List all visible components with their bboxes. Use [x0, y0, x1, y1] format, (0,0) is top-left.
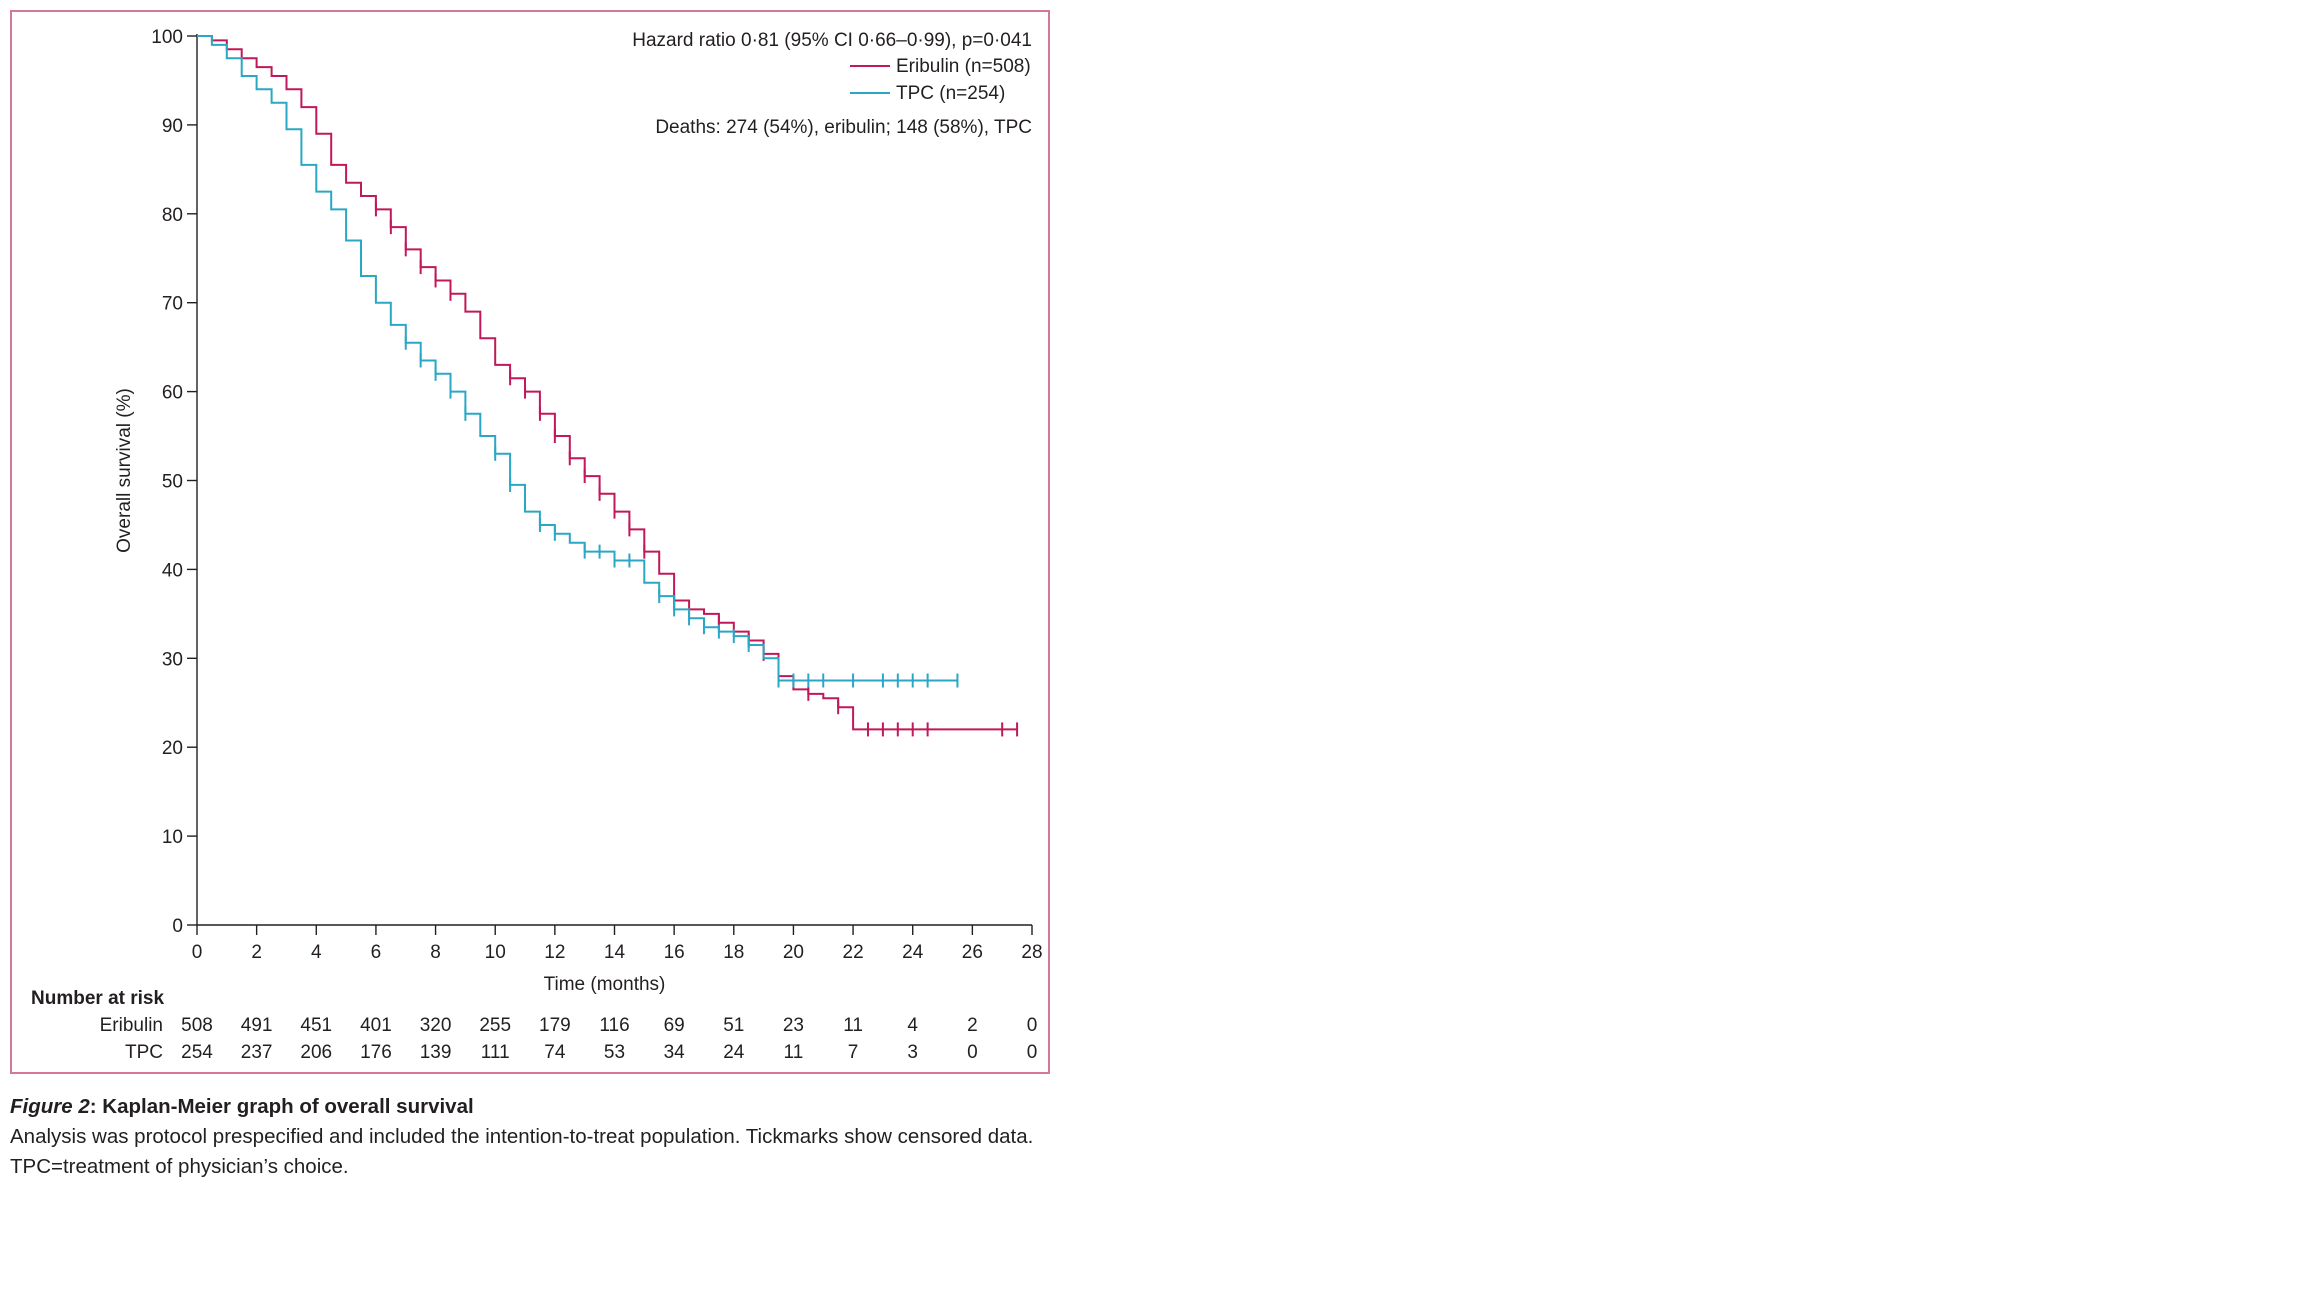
- risk-value-tpc: 206: [300, 1042, 332, 1063]
- risk-value-eribulin: 69: [664, 1015, 685, 1036]
- y-tick-label: 10: [162, 827, 183, 848]
- y-tick-label: 80: [162, 205, 183, 226]
- y-tick-label: 100: [151, 27, 183, 48]
- risk-value-tpc: 7: [848, 1042, 859, 1063]
- risk-value-eribulin: 320: [420, 1015, 452, 1036]
- curve-eribulin: [197, 35, 1018, 731]
- figure-label: Figure 2: [10, 1095, 90, 1118]
- x-tick-label: 28: [1021, 942, 1042, 963]
- risk-value-eribulin: 401: [360, 1015, 392, 1036]
- risk-table-heading: Number at risk: [31, 988, 164, 1009]
- risk-value-eribulin: 255: [479, 1015, 511, 1036]
- risk-value-tpc: 176: [360, 1042, 392, 1063]
- risk-value-tpc: 11: [784, 1042, 804, 1063]
- figure-frame: 0 10 20 30 40 50 60 70 80 90 100 0 2 4 6 8 10 12 14 16 18 20 2…: [10, 10, 1050, 1074]
- risk-value-tpc: 237: [241, 1042, 273, 1063]
- legend-label-eribulin: Eribulin (n=508): [896, 56, 1031, 77]
- x-tick-label: 10: [485, 942, 506, 963]
- y-tick-label: 0: [172, 916, 183, 937]
- y-tick-label: 70: [162, 294, 183, 315]
- risk-row-label-tpc: TPC: [125, 1042, 163, 1063]
- risk-value-tpc: 0: [1027, 1042, 1038, 1063]
- risk-value-tpc: 74: [544, 1042, 566, 1063]
- risk-value-tpc: 111: [481, 1042, 510, 1063]
- x-tick-label: 22: [843, 942, 864, 963]
- y-tick-label: 20: [162, 738, 183, 759]
- caption-body-line-1: Analysis was protocol prespecified and i…: [10, 1125, 1034, 1148]
- y-tick-label: 30: [162, 649, 183, 670]
- x-axis-label: Time (months): [544, 974, 666, 995]
- risk-value-tpc: 139: [420, 1042, 452, 1063]
- legend-label-tpc: TPC (n=254): [896, 83, 1005, 104]
- x-tick-label: 16: [664, 942, 685, 963]
- x-tick-label: 24: [902, 942, 924, 963]
- risk-value-eribulin: 0: [1027, 1015, 1038, 1036]
- hazard-ratio-annotation: Hazard ratio 0·81 (95% CI 0·66–0·99), p=…: [632, 30, 1032, 51]
- risk-value-tpc: 0: [967, 1042, 978, 1063]
- risk-value-eribulin: 451: [300, 1015, 332, 1036]
- risk-value-eribulin: 2: [967, 1015, 978, 1036]
- x-tick-label: 12: [544, 942, 565, 963]
- y-tick-label: 90: [162, 116, 183, 137]
- risk-value-tpc: 53: [604, 1042, 625, 1063]
- risk-value-eribulin: 179: [539, 1015, 571, 1036]
- risk-value-eribulin: 116: [599, 1015, 629, 1036]
- x-tick-label: 6: [371, 942, 382, 963]
- y-tick-label: 40: [162, 560, 183, 581]
- x-tick-label: 0: [192, 942, 203, 963]
- risk-value-eribulin: 4: [907, 1015, 918, 1036]
- risk-row-label-eribulin: Eribulin: [100, 1015, 163, 1036]
- x-tick-label: 26: [962, 942, 983, 963]
- x-tick-label: 18: [723, 942, 744, 963]
- legend: Hazard ratio 0·81 (95% CI 0·66–0·99), p=…: [632, 30, 1032, 138]
- risk-value-eribulin: 23: [783, 1015, 804, 1036]
- deaths-annotation: Deaths: 274 (54%), eribulin; 148 (58%), …: [655, 117, 1032, 138]
- risk-value-tpc: 34: [664, 1042, 686, 1063]
- x-tick-label: 8: [430, 942, 441, 963]
- caption-title-text: : Kaplan-Meier graph of overall survival: [89, 1095, 474, 1118]
- risk-value-eribulin: 51: [723, 1015, 744, 1036]
- y-tick-label: 60: [162, 383, 183, 404]
- risk-value-eribulin: 491: [241, 1015, 273, 1036]
- y-axis-label: Overall survival (%): [114, 388, 135, 553]
- risk-value-eribulin: 11: [843, 1015, 863, 1036]
- y-tick-label: 50: [162, 472, 183, 493]
- figure-caption: Figure 2: Kaplan-Meier graph of overall …: [10, 1092, 1090, 1182]
- risk-value-tpc: 24: [723, 1042, 745, 1063]
- risk-value-tpc: 3: [907, 1042, 918, 1063]
- caption-body-line-2: TPC=treatment of physician’s choice.: [10, 1155, 349, 1178]
- caption-title: Figure 2: Kaplan-Meier graph of overall …: [10, 1092, 1090, 1122]
- x-tick-label: 4: [311, 942, 322, 963]
- survival-curves: [197, 35, 1019, 737]
- x-tick-label: 20: [783, 942, 804, 963]
- x-tick-label: 2: [251, 942, 262, 963]
- risk-value-eribulin: 508: [181, 1015, 213, 1036]
- risk-value-tpc: 254: [181, 1042, 213, 1063]
- x-tick-label: 14: [604, 942, 626, 963]
